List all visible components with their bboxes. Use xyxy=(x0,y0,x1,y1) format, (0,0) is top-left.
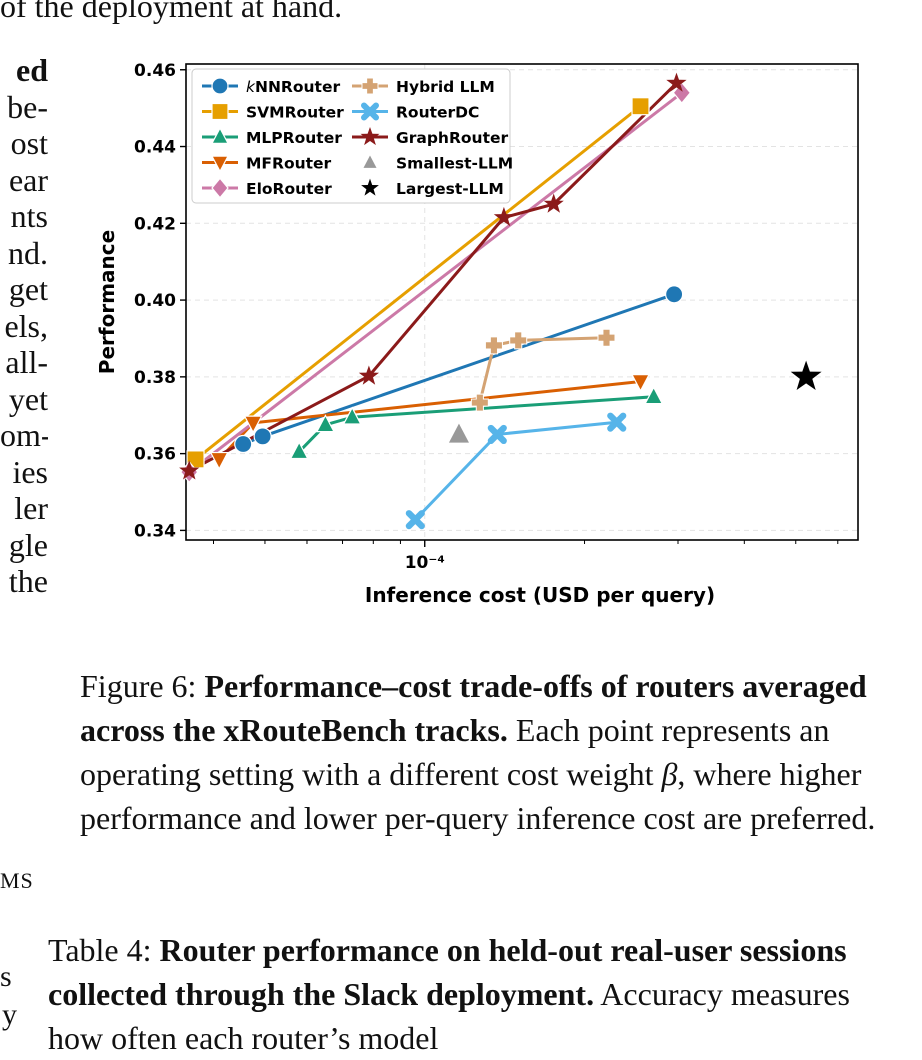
left-line: ear xyxy=(8,161,48,198)
y-tick-label: 0.36 xyxy=(134,445,176,465)
figure-title: Performance–cost trade-offs of routers a… xyxy=(80,668,867,748)
left-line: nd. xyxy=(8,234,48,271)
data-point-mlprouter xyxy=(289,441,309,460)
series-line-svmrouter xyxy=(194,105,642,461)
data-point-routerdc-stroke xyxy=(487,424,507,444)
plot-frame xyxy=(185,63,859,541)
legend-marker xyxy=(211,126,229,145)
table-label: Table 4: xyxy=(48,932,152,968)
data-point-knnrouter xyxy=(234,434,253,454)
figure-caption: Figure 6: Performance–cost trade-offs of… xyxy=(80,664,880,840)
legend-label-italic: k xyxy=(246,78,256,96)
series-line-mlprouter xyxy=(298,395,654,453)
data-point-hybrid-llm xyxy=(597,328,616,347)
data-point-graphrouter xyxy=(543,193,564,213)
legend-label: Hybrid LLM xyxy=(396,78,495,96)
y-tick-label: 0.42 xyxy=(134,214,176,234)
left-line: yet xyxy=(8,380,48,417)
data-point-mlprouter xyxy=(644,386,664,405)
figure-label: Figure 6: xyxy=(80,668,197,704)
legend-label: SVMRouter xyxy=(246,104,344,122)
data-point-graphrouter xyxy=(358,365,379,385)
legend-marker xyxy=(361,178,379,196)
data-point-mfrouter xyxy=(209,451,229,471)
legend-marker xyxy=(211,77,229,95)
data-point-routerdc xyxy=(607,412,627,432)
left-line: ed xyxy=(16,52,48,88)
legend-label: MFRouter xyxy=(246,155,332,173)
legend-label: MLPRouter xyxy=(246,129,342,147)
y-tick-label: 0.46 xyxy=(134,61,176,81)
y-tick-label: 0.34 xyxy=(134,521,176,541)
legend-box xyxy=(191,68,511,204)
left-line: ost xyxy=(10,125,48,161)
data-point-knnrouter xyxy=(253,427,272,446)
y-tick-label: 0.40 xyxy=(134,291,176,311)
data-point-mlprouter xyxy=(315,414,335,433)
data-point-routerdc xyxy=(405,510,425,530)
x-axis-label: Inference cost (USD per query) xyxy=(365,583,715,607)
y-axis-label: Performance xyxy=(95,230,119,374)
legend-marker xyxy=(211,155,229,173)
data-point-hybrid-llm xyxy=(509,331,528,350)
data-point-graphrouter xyxy=(666,72,687,92)
legend-label-rest: NNRouter xyxy=(255,78,340,96)
legend-label: Smallest-LLM xyxy=(396,155,513,173)
legend-label: EloRouter xyxy=(246,180,332,198)
left-fragment: s xyxy=(0,960,12,993)
legend-marker xyxy=(211,102,229,121)
legend-label: kNNRouter xyxy=(246,78,340,96)
left-line: gle xyxy=(8,526,48,563)
left-line: be- xyxy=(7,88,48,125)
table-title: Router performance on held-out real-user… xyxy=(48,932,847,1012)
legend-marker xyxy=(361,77,379,95)
left-line: ler xyxy=(14,490,48,526)
left-line: els, xyxy=(4,307,48,344)
performance-cost-chart: 0.34 0.36 0.38 0.40 0.42 0.44 0.46 10⁻⁴ Inferenc… xyxy=(95,61,859,607)
series-line-hybrid-llm xyxy=(478,336,607,403)
legend-marker xyxy=(360,127,380,146)
x-tick-label: 10⁻⁴ xyxy=(405,553,445,573)
series-line-routerdc xyxy=(414,420,617,521)
top-body-line: of the deployment at hand. xyxy=(0,0,343,24)
data-point-knnrouter xyxy=(665,285,684,304)
data-point-routerdc xyxy=(487,424,507,444)
left-line: om- xyxy=(0,417,48,453)
data-point-hybrid-llm xyxy=(470,393,489,412)
y-tick-label: 0.38 xyxy=(134,368,176,388)
data-point-largest-llm xyxy=(790,360,822,390)
data-point-smallest-llm xyxy=(446,421,471,444)
data-point-svmrouter xyxy=(631,97,650,116)
left-line: all- xyxy=(5,344,48,380)
legend-marker xyxy=(211,177,229,199)
left-fragment: MS xyxy=(0,868,34,893)
y-tick-label: 0.44 xyxy=(134,138,176,158)
legend-label: Largest-LLM xyxy=(396,180,504,198)
legend-marker-stroke xyxy=(361,102,379,121)
table-caption: Table 4: Router performance on held-out … xyxy=(48,928,908,1060)
legend: kNNRouter SVMRouter MLPRouter MFRouter EloRo… xyxy=(191,68,513,204)
left-fragment: y xyxy=(2,998,17,1031)
figure-text-end: , where higher performance and lower per… xyxy=(80,756,876,836)
left-line: nts xyxy=(10,198,48,234)
beta-symbol: β xyxy=(661,756,678,792)
data-point-mlprouter xyxy=(342,406,362,425)
figure-text: Each point represents an operating setti… xyxy=(80,712,830,792)
data-point-mfrouter xyxy=(631,374,651,393)
legend-label: GraphRouter xyxy=(396,129,508,147)
data-point-graphrouter xyxy=(493,206,514,227)
series-line-elorouter xyxy=(188,91,683,474)
left-line: get xyxy=(8,271,48,307)
left-line: the xyxy=(8,563,48,599)
data-point-routerdc-stroke xyxy=(405,510,425,530)
legend-label: RouterDC xyxy=(396,104,479,122)
left-line: ies xyxy=(12,453,48,490)
left-column-text: ed be- ost ear nts nd. get els, all- yet… xyxy=(0,52,48,600)
data-point-routerdc-stroke xyxy=(607,412,627,432)
legend-marker xyxy=(361,102,379,121)
legend-marker xyxy=(361,152,379,170)
data-point-hybrid-llm xyxy=(484,336,503,355)
data-point-graphrouter xyxy=(179,460,200,480)
data-point-mfrouter xyxy=(243,415,263,434)
